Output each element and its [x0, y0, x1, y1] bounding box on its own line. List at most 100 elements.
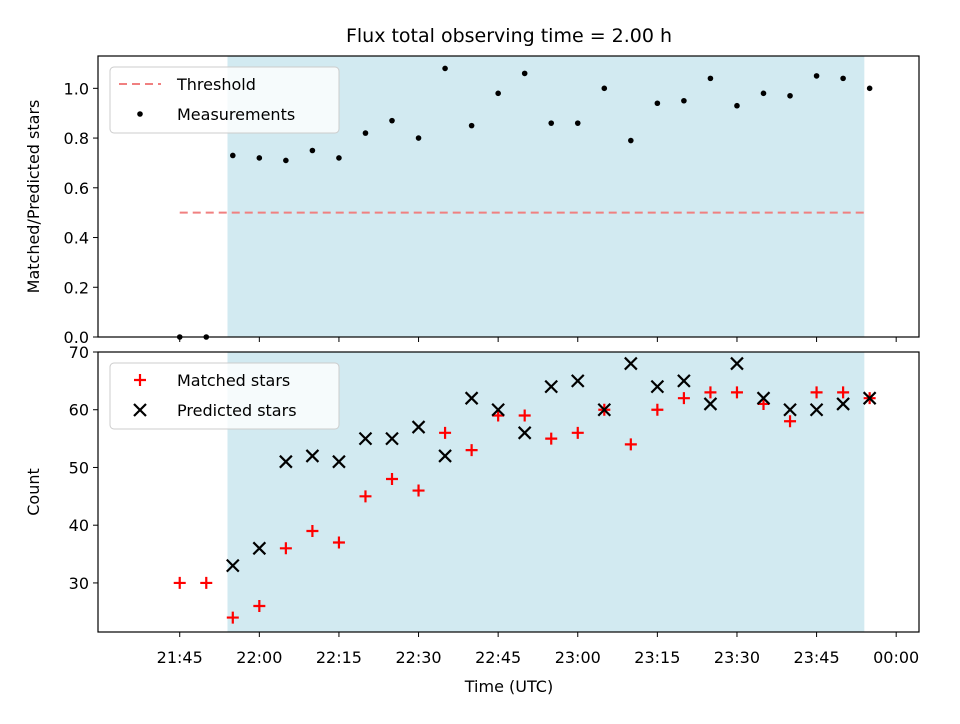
plot-frame: [97, 351, 920, 633]
matched-stars-point: [173, 576, 186, 589]
y-tick-label: 40: [69, 516, 89, 535]
x-tick-label: 22:30: [395, 648, 441, 667]
x-tick-label: 22:00: [236, 648, 282, 667]
measurement-point: [707, 75, 714, 82]
matched-stars-point: [545, 432, 558, 445]
x-tick-label: 23:15: [634, 648, 680, 667]
predicted-stars-point: [836, 397, 850, 411]
matched-stars-point: [677, 392, 690, 405]
measurement-point: [389, 117, 395, 124]
matched-stars-point: [359, 490, 372, 503]
predicted-stars-point: [650, 379, 665, 394]
legend-label: Matched stars: [177, 371, 290, 390]
measurement-point: [229, 152, 236, 159]
measurement-point: [548, 120, 555, 126]
predicted-stars-point: [517, 426, 532, 440]
predicted-stars-point: [677, 374, 691, 388]
y-tick-label: 0.4: [64, 229, 89, 248]
measurement-point: [681, 97, 687, 104]
legend-label: Threshold: [176, 75, 256, 94]
matched-stars-point: [704, 386, 717, 399]
measurement-point: [495, 90, 501, 97]
predicted-stars-point: [226, 558, 240, 573]
matched-stars-point: [253, 600, 266, 613]
matched-stars-point: [571, 426, 584, 439]
measurement-point: [442, 65, 448, 72]
predicted-stars-point: [730, 356, 744, 371]
measurement-point: [574, 120, 581, 126]
matched-stars-point: [279, 542, 292, 555]
predicted-stars-point: [252, 541, 267, 556]
ratio-panel: 0.0 0.2 0.4 0.6 0.8 1.0 Matched/Predicted star…: [24, 55, 920, 347]
x-tick-label: 23:00: [555, 648, 601, 667]
measurement-point: [628, 137, 634, 144]
legend-swatch-predicted: [133, 403, 147, 417]
predicted-stars-point: [570, 374, 585, 388]
legend-box: [109, 362, 340, 430]
measurement-point: [760, 90, 767, 97]
predicted-stars-point: [783, 402, 797, 417]
matched-stars-point: [651, 403, 664, 416]
count-panel: 30 40 50 60 70 Count Matched stars Predicted st…: [24, 343, 920, 667]
predicted-stars-point: [597, 402, 612, 417]
matched-stars-point: [730, 386, 743, 399]
legend-swatch-measurements: [137, 111, 143, 117]
predicted-stars-point: [305, 449, 320, 463]
measurement-point: [309, 147, 316, 154]
predicted-stars-point: [756, 391, 771, 405]
y-tick-label: 0.8: [64, 129, 89, 148]
measurement-point: [468, 122, 475, 129]
predicted-stars-point: [491, 402, 505, 417]
x-tick-label: 21:45: [157, 648, 203, 667]
x-tick-label: 22:45: [475, 648, 521, 667]
measurement-point: [601, 85, 608, 92]
matched-stars-point: [784, 415, 797, 428]
matched-stars-point: [757, 397, 770, 410]
chart-title: Flux total observing time = 2.00 h: [346, 25, 672, 47]
predicted-stars-point: [385, 431, 399, 446]
y-axis-label: Count: [24, 468, 43, 516]
x-tick-label: 23:45: [794, 648, 840, 667]
matched-stars-point: [386, 473, 399, 486]
y-tick-label: 30: [69, 574, 89, 593]
measurement-point: [840, 75, 846, 82]
x-tick-label: 22:15: [316, 648, 362, 667]
y-tick-label: 0.6: [64, 179, 89, 198]
predicted-stars-point: [332, 454, 346, 469]
matched-stars-point: [810, 386, 823, 399]
predicted-stars-point: [464, 391, 479, 405]
matched-stars-point: [200, 576, 213, 589]
predicted-stars-point: [358, 431, 373, 446]
measurement-point: [813, 73, 820, 79]
legend-swatch-matched: [134, 374, 146, 386]
measurement-point: [787, 92, 793, 99]
y-tick-label: 0.2: [64, 278, 89, 297]
predicted-stars-point: [862, 391, 877, 405]
matched-stars-point: [332, 536, 345, 549]
matched-stars-point: [226, 611, 239, 624]
matched-stars-point: [412, 484, 425, 497]
matched-stars-point: [518, 409, 531, 422]
predicted-stars-point: [809, 402, 824, 417]
x-tick-label: 23:30: [714, 648, 760, 667]
plot-frame: [97, 55, 920, 338]
measurement-point: [283, 157, 289, 164]
predicted-stars-point: [703, 397, 718, 411]
measurement-point: [866, 85, 873, 92]
measurement-point: [415, 135, 422, 141]
measurement-point: [654, 100, 661, 107]
measurement-point: [256, 155, 263, 161]
measurement-point: [734, 102, 740, 109]
predicted-stars-point: [279, 454, 293, 469]
matched-stars-point: [492, 409, 505, 422]
predicted-stars-point: [624, 356, 638, 371]
y-tick-label: 60: [69, 401, 89, 420]
matched-stars-point: [439, 426, 452, 439]
legend-label: Predicted stars: [177, 401, 297, 420]
legend-box: [109, 66, 340, 134]
x-tick-label: 00:00: [873, 648, 919, 667]
y-axis-label: Matched/Predicted stars: [24, 100, 43, 294]
y-tick-label: 1.0: [64, 79, 89, 98]
legend-label: Measurements: [177, 105, 295, 124]
